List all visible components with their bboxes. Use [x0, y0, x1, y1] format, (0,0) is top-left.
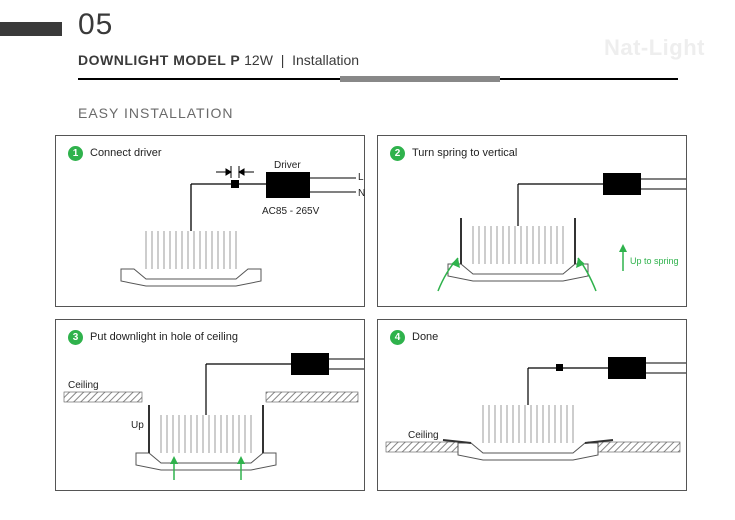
step-panel-4: 4 Done Ceiling [377, 319, 687, 491]
direction-label: Up [131, 420, 144, 431]
wire-l-label: L [358, 172, 364, 183]
title-wattage: 12W [244, 52, 273, 68]
page-title: DOWNLIGHT MODEL P 12W | Installation [78, 52, 359, 68]
section-subheading: EASY INSTALLATION [78, 105, 234, 121]
driver-label: Driver [274, 160, 301, 171]
step-4-diagram: Ceiling [378, 320, 688, 492]
voltage-label: AC85 - 265V [262, 206, 320, 217]
spring-hint: Up to spring [630, 256, 679, 266]
step-panel-1: 1 Connect driver [55, 135, 365, 307]
title-model: DOWNLIGHT MODEL P [78, 52, 240, 68]
steps-grid: 1 Connect driver [55, 135, 687, 491]
step-3-diagram: Ceiling Up [56, 320, 366, 492]
ceiling-label: Ceiling [408, 430, 439, 441]
wire-n-label: N [358, 188, 365, 199]
step-panel-2: 2 Turn spring to vertical [377, 135, 687, 307]
header-accent-bar [0, 22, 62, 36]
step-panel-3: 3 Put downlight in hole of ceiling Ceili… [55, 319, 365, 491]
ceiling-label: Ceiling [68, 380, 99, 391]
page-number: 05 [78, 8, 113, 42]
brand-watermark: Nat-Light [604, 35, 705, 61]
step-2-diagram: Up to spring [378, 136, 688, 308]
step-1-diagram: Driver AC85 - 265V L N [56, 136, 366, 308]
title-section: Installation [292, 52, 359, 68]
title-divider-accent [340, 76, 500, 82]
